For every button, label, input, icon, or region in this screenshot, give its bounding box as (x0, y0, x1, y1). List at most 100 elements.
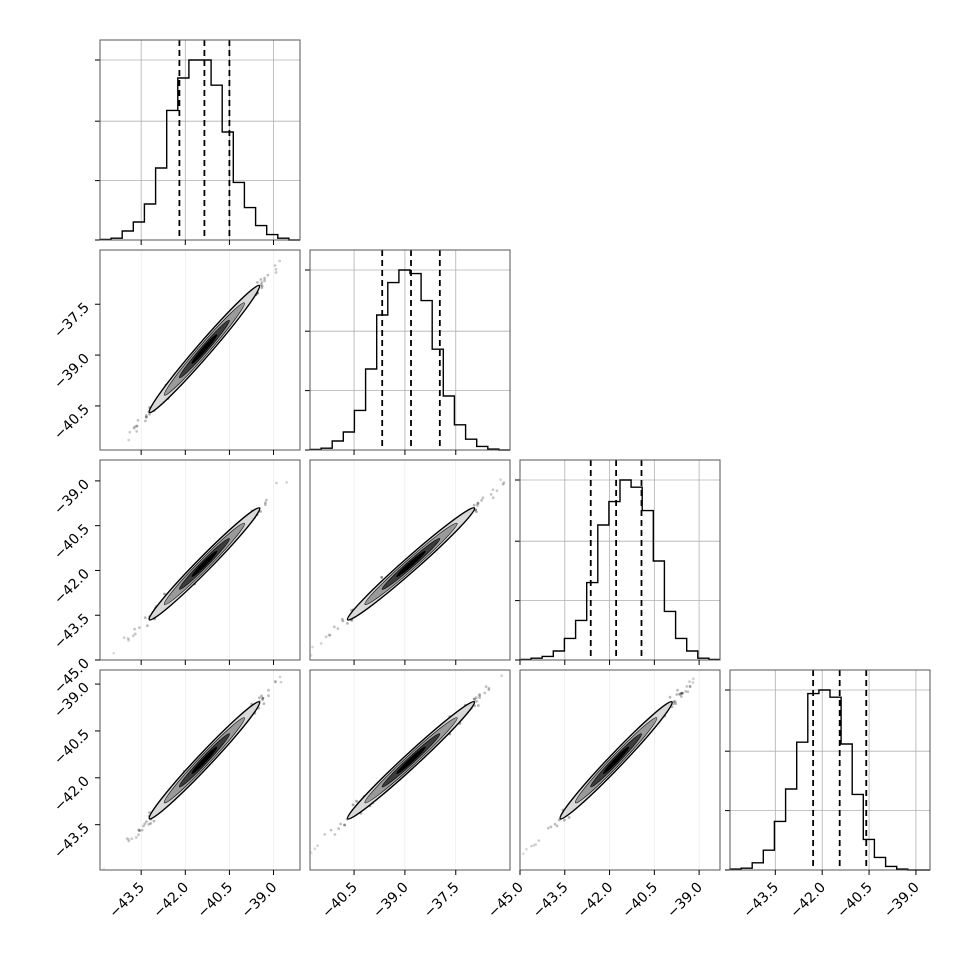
density-contour (603, 746, 630, 774)
y-axis-4: −43.5−42.0−40.5−39.0 (51, 680, 100, 862)
panel-frame (519, 669, 721, 871)
scatter-point (678, 692, 682, 696)
scatter-point (341, 619, 345, 623)
scatter-point (480, 498, 483, 502)
scatter-point (125, 837, 129, 840)
scatter-point (274, 267, 278, 271)
scatter-point (260, 281, 264, 284)
hist-panel-3 (515, 459, 721, 661)
x-tick-label: −39.0 (664, 880, 706, 922)
scatter-point (265, 498, 268, 502)
scatter-point (472, 503, 476, 507)
scatter-point (144, 415, 148, 419)
scatter-point (323, 833, 327, 836)
scatter-point (274, 680, 277, 684)
scatter-point (343, 823, 346, 827)
scatter-point (146, 624, 149, 628)
scatter-point (476, 504, 479, 507)
scatter-point (134, 836, 138, 839)
scatter-point (163, 592, 167, 596)
scatter-point (676, 688, 679, 692)
scatter-point (143, 616, 147, 620)
scatter-point (267, 688, 270, 692)
scatter-point (145, 415, 148, 419)
histogram-step-line (729, 689, 930, 871)
scatter-point (122, 636, 126, 640)
scatter-point (678, 692, 681, 696)
scatter-point (329, 828, 333, 832)
scatter-point (260, 286, 264, 290)
scatter-point (483, 691, 487, 695)
scatter-point (487, 686, 491, 690)
scatter-point (534, 843, 538, 846)
scatter-point (537, 839, 541, 842)
scatter-point (328, 633, 332, 637)
scatter-panel-3-2 (309, 459, 511, 661)
density-contour (191, 746, 218, 774)
scatter-point (274, 271, 278, 274)
scatter-point (501, 483, 505, 486)
scatter-point (279, 680, 283, 684)
scatter-point (673, 700, 677, 704)
scatter-point (555, 824, 559, 828)
scatter-point (521, 852, 525, 856)
scatter-point (263, 276, 266, 280)
scatter-point (148, 412, 151, 416)
scatter-point (136, 418, 140, 422)
x-tick-label: −40.5 (620, 880, 662, 922)
x-tick-label: −39.0 (881, 880, 923, 922)
scatter-point (475, 510, 478, 514)
scatter-point (684, 690, 687, 693)
scatter-point (474, 696, 478, 700)
scatter-point (680, 695, 683, 698)
x-tick-label: −39.0 (239, 880, 281, 922)
scatter-point (336, 627, 340, 630)
scatter-point (680, 692, 684, 695)
density-contour (191, 550, 218, 577)
panel-frame (99, 669, 301, 871)
x-axis-2: −40.5 −39.0 −37.5 (319, 450, 463, 921)
scatter-point (553, 822, 557, 826)
panel-frame (519, 459, 721, 661)
scatter-point (324, 635, 328, 639)
scatter-point (258, 696, 261, 700)
scatter-point (275, 481, 278, 485)
scatter-point (675, 693, 679, 696)
scatter-point (476, 501, 480, 505)
scatter-point (144, 414, 148, 417)
y-tick-label: −37.5 (51, 300, 93, 342)
scatter-point (138, 829, 141, 832)
scatter-point (133, 425, 137, 429)
scatter-point (267, 694, 270, 698)
scatter-point (500, 674, 504, 678)
scatter-point (259, 283, 263, 287)
scatter-point (127, 838, 130, 841)
scatter-point (260, 694, 263, 698)
scatter-point (278, 259, 282, 263)
scatter-point (149, 822, 153, 825)
scatter-point (495, 489, 499, 492)
y-tick-label: −43.5 (51, 820, 93, 862)
x-tick-label: −40.5 (195, 880, 237, 922)
x-axis-4: −43.5 −42.0 −40.5 −39.0 (740, 870, 923, 922)
scatter-point (351, 803, 355, 807)
scatter-point (135, 424, 139, 428)
y-tick-label: −39.0 (51, 476, 93, 518)
scatter-point (668, 695, 672, 699)
scatter-point (546, 826, 550, 830)
panel-frame (309, 249, 511, 451)
scatter-point (680, 691, 684, 695)
panel-frame (729, 669, 931, 871)
scatter-point (380, 576, 384, 579)
scatter-panel-4-1 (99, 669, 301, 871)
scatter-point (262, 702, 266, 706)
scatter-point (127, 839, 131, 843)
scatter-point (489, 493, 493, 496)
scatter-point (311, 645, 314, 649)
scatter-panel-4-2 (309, 669, 511, 871)
scatter-point (685, 685, 689, 688)
panel-frame (309, 459, 511, 661)
scatter-point (487, 688, 491, 692)
scatter-point (549, 825, 553, 829)
scatter-point (340, 617, 344, 621)
